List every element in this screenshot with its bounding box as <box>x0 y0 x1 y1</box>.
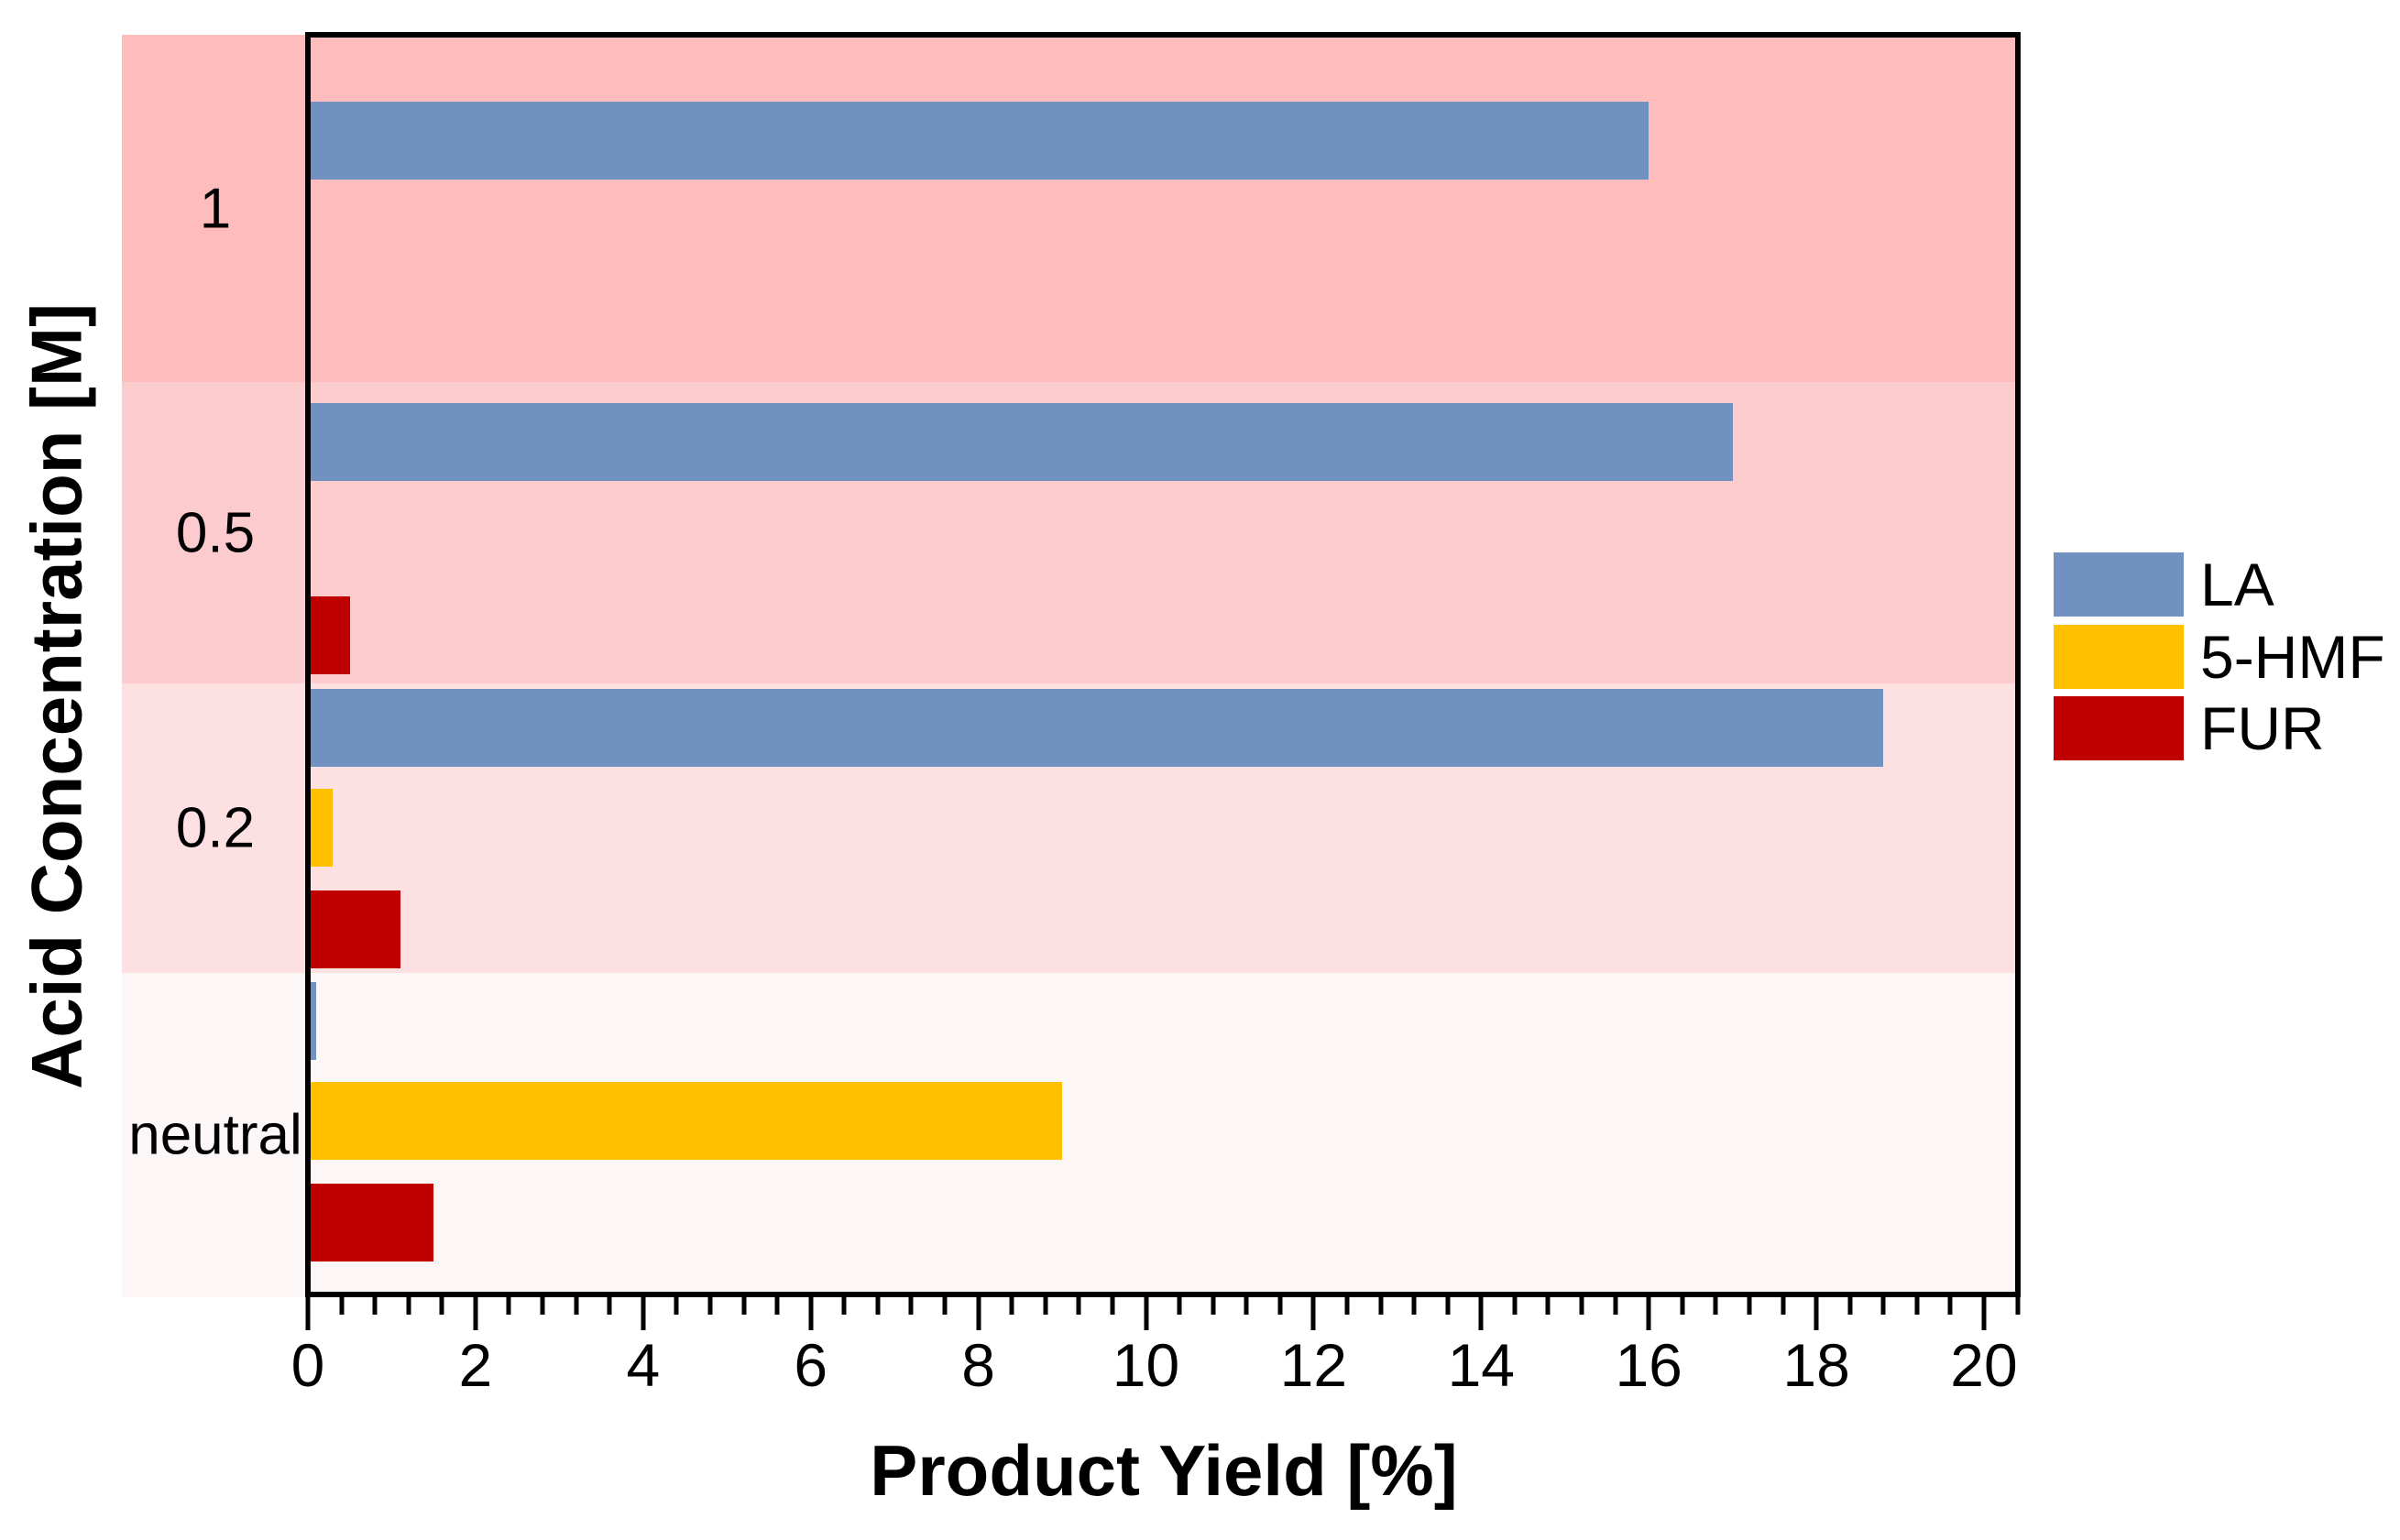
x-minor-tick <box>1914 1297 1920 1315</box>
x-major-tick-10 <box>1144 1297 1148 1330</box>
x-major-tick-12 <box>1310 1297 1316 1330</box>
x-minor-tick <box>1847 1297 1853 1315</box>
legend-swatch-la <box>2054 552 2184 617</box>
legend-label-la: LA <box>2200 551 2274 618</box>
x-tick-label-16: 16 <box>1615 1331 1682 1399</box>
x-major-tick-6 <box>808 1297 814 1330</box>
bar-5-hmf-0.2 <box>311 789 334 867</box>
x-tick-label-10: 10 <box>1112 1331 1180 1399</box>
x-major-tick-16 <box>1646 1297 1651 1330</box>
bar-la-neutral <box>311 982 317 1060</box>
category-label-0.5: 0.5 <box>175 501 256 564</box>
x-minor-tick <box>1110 1297 1115 1315</box>
x-minor-tick <box>372 1297 378 1315</box>
legend-label-fur: FUR <box>2200 694 2325 762</box>
bar-fur-neutral <box>311 1184 434 1261</box>
x-tick-label-2: 2 <box>458 1331 493 1399</box>
x-major-tick-14 <box>1478 1297 1484 1330</box>
x-minor-tick <box>774 1297 780 1315</box>
x-minor-tick <box>908 1297 914 1315</box>
x-minor-tick <box>1009 1297 1014 1315</box>
bar-la-0.2 <box>311 689 1884 767</box>
x-minor-tick <box>1244 1297 1249 1315</box>
category-label-0.2: 0.2 <box>175 796 256 860</box>
category-label-neutral: neutral <box>128 1103 302 1167</box>
x-minor-tick <box>1781 1297 1786 1315</box>
x-minor-tick <box>1545 1297 1551 1315</box>
x-tick-label-0: 0 <box>290 1331 325 1399</box>
x-minor-tick <box>607 1297 612 1315</box>
x-major-tick-2 <box>473 1297 478 1330</box>
x-minor-tick <box>439 1297 444 1315</box>
x-major-tick-4 <box>641 1297 646 1330</box>
x-minor-tick <box>1411 1297 1417 1315</box>
x-major-tick-18 <box>1814 1297 1819 1330</box>
x-minor-tick <box>1880 1297 1886 1315</box>
x-minor-tick <box>1445 1297 1451 1315</box>
legend-label-5-hmf: 5-HMF <box>2200 622 2385 691</box>
bar-5-hmf-neutral <box>311 1082 1063 1160</box>
x-tick-label-8: 8 <box>961 1331 995 1399</box>
x-minor-tick <box>540 1297 545 1315</box>
x-minor-tick <box>942 1297 948 1315</box>
x-minor-tick <box>574 1297 579 1315</box>
x-minor-tick <box>1378 1297 1384 1315</box>
x-minor-tick <box>1043 1297 1048 1315</box>
bar-fur-0.2 <box>311 890 400 968</box>
x-minor-tick <box>741 1297 747 1315</box>
bar-la-0.5 <box>311 403 1733 481</box>
x-minor-tick <box>1512 1297 1518 1315</box>
x-minor-tick <box>506 1297 511 1315</box>
x-minor-tick <box>1344 1297 1350 1315</box>
legend-swatch-5-hmf <box>2054 624 2184 689</box>
bar-fur-0.5 <box>311 596 350 674</box>
x-minor-tick <box>1613 1297 1618 1315</box>
x-tick-label-18: 18 <box>1782 1331 1850 1399</box>
x-major-tick-0 <box>305 1297 311 1330</box>
x-minor-tick <box>1177 1297 1182 1315</box>
x-minor-tick <box>1277 1297 1283 1315</box>
x-minor-tick <box>1211 1297 1216 1315</box>
x-axis-title: Product Yield [%] <box>870 1430 1458 1511</box>
x-tick-label-12: 12 <box>1279 1331 1348 1399</box>
x-tick-label-6: 6 <box>794 1331 828 1399</box>
x-minor-tick <box>841 1297 847 1315</box>
category-label-1: 1 <box>199 177 232 240</box>
x-major-tick-8 <box>976 1297 981 1330</box>
x-minor-tick <box>674 1297 679 1315</box>
x-minor-tick <box>2015 1297 2021 1315</box>
x-tick-label-14: 14 <box>1447 1331 1516 1399</box>
x-major-tick-20 <box>1981 1297 1987 1330</box>
x-minor-tick <box>1680 1297 1685 1315</box>
x-minor-tick <box>1947 1297 1953 1315</box>
bar-la-1 <box>311 102 1649 180</box>
x-minor-tick <box>1579 1297 1584 1315</box>
legend-swatch-fur <box>2054 696 2184 760</box>
x-minor-tick <box>1076 1297 1081 1315</box>
x-minor-tick <box>1747 1297 1752 1315</box>
x-minor-tick <box>707 1297 713 1315</box>
x-tick-label-20: 20 <box>1950 1331 2018 1399</box>
x-minor-tick <box>406 1297 411 1315</box>
x-minor-tick <box>1713 1297 1718 1315</box>
x-minor-tick <box>875 1297 881 1315</box>
x-minor-tick <box>339 1297 345 1315</box>
y-axis-title: Acid Concentration [M] <box>16 303 97 1089</box>
category-band-1 <box>122 35 2021 382</box>
x-tick-label-4: 4 <box>626 1331 661 1399</box>
